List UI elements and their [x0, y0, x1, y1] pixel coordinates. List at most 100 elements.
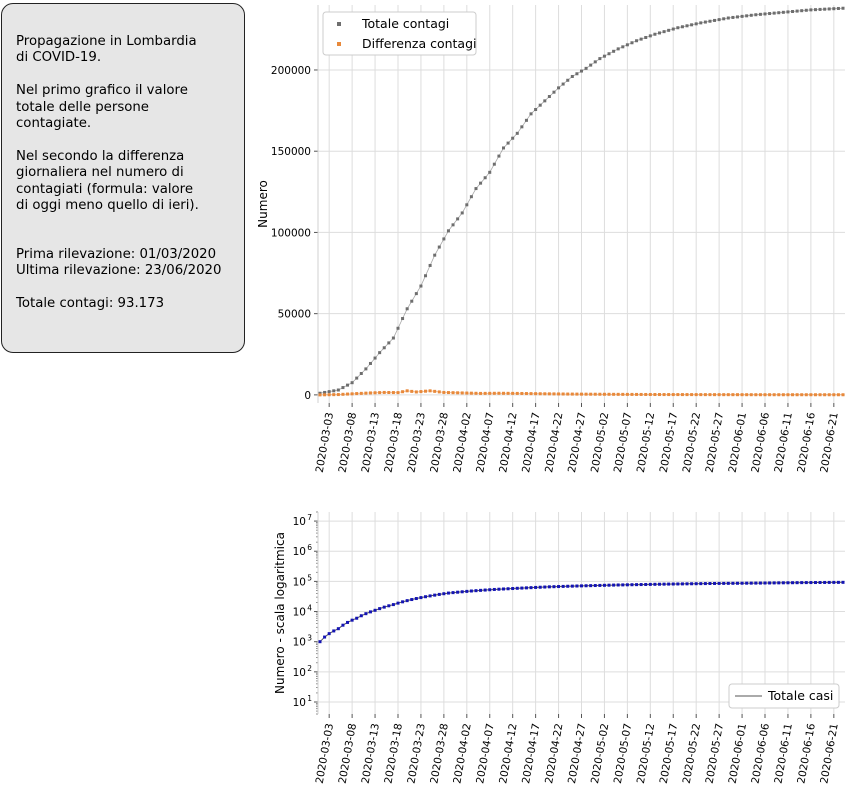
data-point: [699, 582, 703, 586]
data-point: [781, 581, 785, 585]
data-point: [703, 20, 707, 24]
data-point: [502, 146, 506, 150]
y-tick-label: 10: [293, 697, 306, 709]
data-point: [465, 589, 469, 593]
data-point: [781, 393, 785, 397]
data-point: [722, 17, 726, 21]
info-line: contagiate.: [16, 115, 92, 131]
data-point: [575, 392, 579, 396]
legend-marker: [337, 22, 341, 26]
data-point: [488, 170, 492, 174]
data-point: [465, 391, 469, 395]
data-point: [772, 393, 776, 397]
data-point: [823, 580, 827, 584]
data-point: [772, 11, 776, 15]
data-point: [625, 583, 629, 587]
data-point: [813, 581, 817, 585]
data-point: [832, 580, 836, 584]
data-point: [690, 393, 694, 397]
y-axis-label: Numero: [256, 180, 270, 228]
info-line: contagiati (formula: valore: [16, 181, 194, 197]
legend: Totale contagi Differenza contagi: [322, 11, 477, 56]
x-tick-label: 2020-03-03: [314, 411, 336, 473]
x-tick-label: 2020-05-22: [681, 411, 703, 473]
data-point: [378, 351, 382, 355]
x-tick-label: 2020-05-02: [589, 722, 611, 784]
data-point: [341, 623, 345, 627]
data-point: [552, 585, 556, 589]
data-point: [685, 582, 689, 586]
data-point: [703, 582, 707, 586]
data-point: [722, 393, 726, 397]
legend-label: Totale contagi: [361, 16, 449, 31]
data-point: [607, 583, 611, 587]
info-line: Nel secondo la differenza: [16, 148, 185, 164]
info-line: totale delle persone: [16, 99, 149, 115]
data-point: [584, 392, 588, 396]
data-point: [547, 95, 551, 99]
data-point: [451, 223, 455, 227]
data-point: [497, 154, 501, 158]
data-point: [589, 392, 593, 396]
data-point: [433, 389, 437, 393]
data-point: [621, 392, 625, 396]
data-point: [667, 393, 671, 397]
data-point: [506, 141, 510, 145]
data-point: [653, 582, 657, 586]
data-point: [488, 588, 492, 592]
data-point: [520, 586, 524, 590]
data-point: [483, 588, 487, 592]
x-tick-label: 2020-05-12: [635, 722, 657, 784]
data-point: [667, 582, 671, 586]
data-point: [735, 581, 739, 585]
data-point: [332, 389, 336, 393]
x-tick-label: 2020-05-12: [635, 411, 657, 473]
data-point: [359, 614, 363, 618]
data-point: [648, 392, 652, 396]
data-point: [368, 361, 372, 365]
data-point: [428, 389, 432, 393]
x-tick-label: 2020-03-18: [383, 722, 405, 784]
data-point: [479, 181, 483, 185]
x-tick-label: 2020-04-07: [474, 722, 496, 784]
x-tick-label: 2020-06-16: [795, 411, 817, 473]
data-point: [355, 392, 359, 396]
data-point: [346, 383, 350, 387]
data-point: [630, 583, 634, 587]
y-tick-label: 50000: [278, 309, 311, 321]
data-point: [401, 390, 405, 394]
data-point: [657, 393, 661, 397]
data-point: [350, 381, 354, 385]
data-point: [791, 393, 795, 397]
data-point: [648, 34, 652, 38]
y-tick-label: 10: [293, 576, 306, 588]
data-point: [777, 581, 781, 585]
x-tick-label: 2020-06-06: [750, 722, 772, 784]
data-point: [410, 389, 414, 393]
data-point: [566, 584, 570, 588]
x-tick-label: 2020-04-12: [497, 722, 519, 784]
y-tick-label: 10: [293, 546, 306, 558]
x-tick-label: 2020-05-27: [704, 411, 726, 473]
data-point: [676, 393, 680, 397]
data-point: [437, 245, 441, 249]
y-tick-label: 200000: [271, 65, 311, 77]
data-point: [419, 284, 423, 288]
data-point: [368, 391, 372, 395]
data-point: [570, 74, 574, 78]
data-point: [657, 31, 661, 35]
y-tick-exponent: 2: [307, 664, 312, 673]
data-point: [800, 9, 804, 13]
data-point: [818, 7, 822, 11]
x-tick-label: 2020-03-03: [314, 722, 336, 784]
data-point: [318, 391, 322, 395]
data-point: [419, 390, 423, 394]
data-point: [405, 599, 409, 603]
info-box: Propagazione in Lombardia di COVID-19. Nel…: [1, 3, 245, 353]
data-point: [446, 591, 450, 595]
data-point: [359, 391, 363, 395]
data-point: [474, 187, 478, 191]
data-point: [433, 253, 437, 257]
legend: Totale casi: [728, 683, 840, 709]
legend-box: [322, 11, 477, 56]
